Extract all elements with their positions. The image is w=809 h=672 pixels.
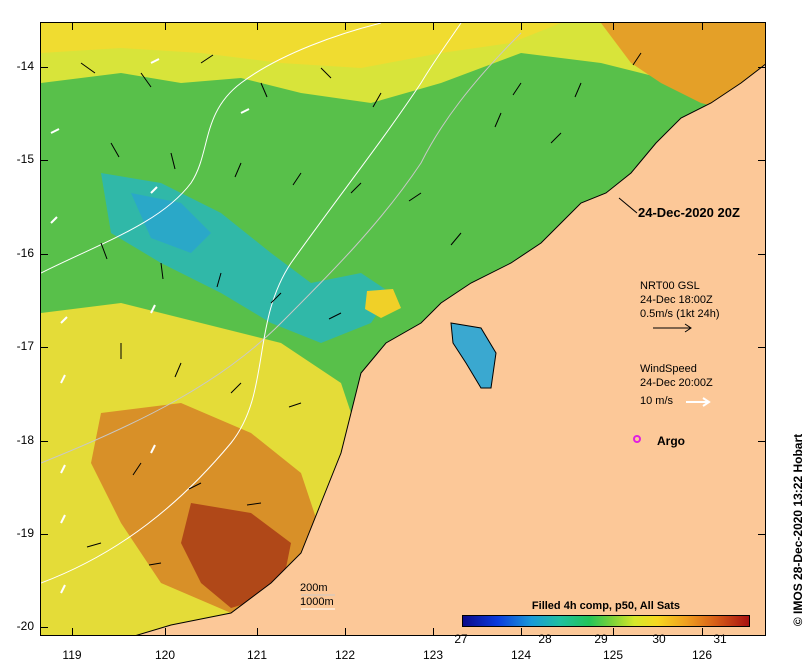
- x-tick-label: 126: [691, 648, 713, 662]
- y-tick-label: -15: [16, 152, 34, 166]
- sst-cool-patch-2: [131, 193, 211, 253]
- x-tick-label: 119: [62, 648, 82, 662]
- tick-top: [165, 22, 166, 30]
- contour-1000m-2: [41, 23, 382, 274]
- x-tick-label: 124: [510, 648, 532, 662]
- current-legend-line1: NRT00 GSL: [640, 280, 700, 292]
- contour-1000m: [41, 23, 462, 584]
- tick-bottom: [433, 628, 434, 636]
- wind-arrows: [50, 58, 250, 594]
- current-arrows: [80, 52, 642, 566]
- tick-top: [72, 22, 73, 30]
- tick-bottom: [702, 628, 703, 636]
- tick-left: [40, 254, 48, 255]
- colorbar-tick: 30: [652, 632, 666, 646]
- tick-right: [758, 160, 766, 161]
- colorbar-tick: 29: [594, 632, 608, 646]
- y-tick-label: -16: [16, 246, 34, 260]
- y-tick-label: -17: [16, 339, 34, 353]
- tick-bottom: [345, 628, 346, 636]
- y-tick-label: -18: [16, 433, 34, 447]
- map-timestamp: 24-Dec-2020 20Z: [638, 205, 740, 220]
- tick-left: [40, 160, 48, 161]
- colorbar-tick: 27: [454, 632, 468, 646]
- contour-200m: [41, 32, 522, 464]
- wind-legend-line2: 24-Dec 20:00Z: [640, 377, 713, 389]
- x-tick-label: 122: [334, 648, 356, 662]
- sst-yellow-patch-mid: [365, 289, 401, 318]
- timestamp-pointer: [618, 197, 638, 214]
- argo-label: Argo: [657, 434, 685, 448]
- x-tick-label: 123: [422, 648, 444, 662]
- current-legend-line3: 0.5m/s (1kt 24h): [640, 308, 720, 320]
- map-frame[interactable]: [40, 22, 766, 636]
- tick-left: [40, 347, 48, 348]
- tick-top: [433, 22, 434, 30]
- tick-left: [40, 534, 48, 535]
- tick-left: [40, 67, 48, 68]
- tick-top: [702, 22, 703, 30]
- x-tick-label: 125: [602, 648, 624, 662]
- land: [135, 63, 765, 635]
- x-tick-label: 120: [154, 648, 176, 662]
- legend-200m-label: 200m: [300, 582, 328, 594]
- tick-right: [758, 441, 766, 442]
- tick-bottom: [165, 628, 166, 636]
- sst-orange-northeast: [601, 23, 765, 113]
- y-tick-label: -19: [16, 526, 34, 540]
- x-tick-label: 121: [246, 648, 268, 662]
- tick-right: [758, 254, 766, 255]
- sst-yellow-north: [41, 23, 561, 68]
- argo-marker[interactable]: [633, 435, 641, 443]
- colorbar-title: Filled 4h comp, p50, All Sats: [531, 600, 681, 612]
- tick-top: [613, 22, 614, 30]
- tick-top: [257, 22, 258, 30]
- tick-bottom: [257, 628, 258, 636]
- y-tick-label: -20: [16, 619, 34, 633]
- legend-1000m-label: 1000m: [300, 596, 334, 608]
- colorbar-tick: 31: [713, 632, 727, 646]
- tick-left: [40, 627, 48, 628]
- wind-legend-line1: WindSpeed: [640, 363, 697, 375]
- tick-bottom: [72, 628, 73, 636]
- y-tick-label: -14: [16, 59, 34, 73]
- tick-right: [758, 534, 766, 535]
- tick-top: [521, 22, 522, 30]
- colorbar: [462, 615, 750, 627]
- wind-legend-arrow: [686, 397, 711, 407]
- tick-left: [40, 441, 48, 442]
- wind-legend-line3: 10 m/s: [640, 395, 674, 407]
- tick-bottom: [521, 628, 522, 636]
- current-legend-arrow: [653, 323, 692, 333]
- inlet: [450, 322, 497, 389]
- imos-credit: © IMOS 28-Dec-2020 13:22 Hobart: [791, 433, 805, 627]
- tick-right: [758, 67, 766, 68]
- tick-right: [758, 347, 766, 348]
- current-legend-line2: 24-Dec 18:00Z: [640, 294, 713, 306]
- tick-bottom: [613, 628, 614, 636]
- sst-map-svg: [41, 23, 765, 635]
- sst-south-hot: [181, 503, 291, 608]
- tick-top: [345, 22, 346, 30]
- colorbar-tick: 28: [538, 632, 552, 646]
